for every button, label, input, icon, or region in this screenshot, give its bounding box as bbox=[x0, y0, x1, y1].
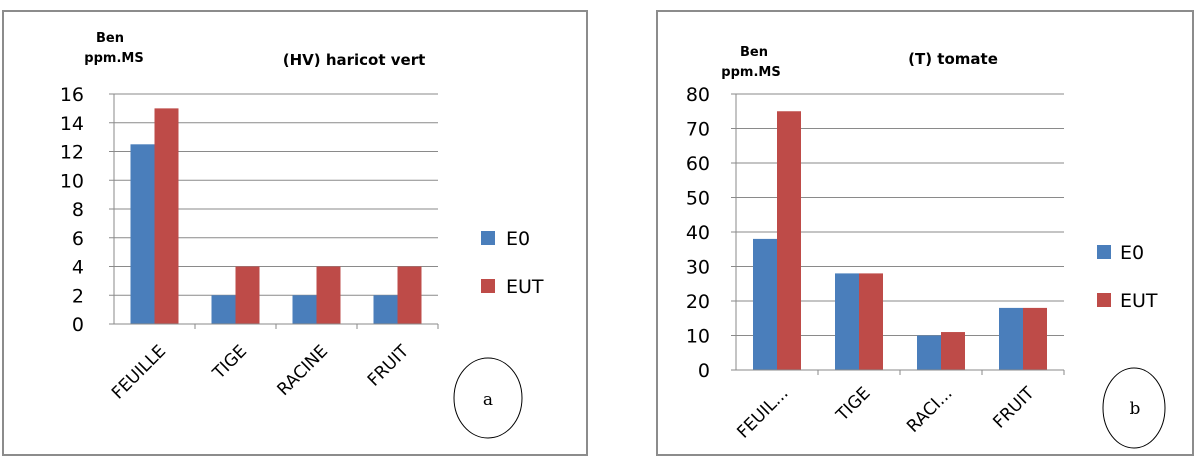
bar-e0-tige bbox=[835, 273, 859, 370]
bar-e0-feuille bbox=[130, 144, 155, 324]
bar-e0-tige bbox=[211, 295, 236, 324]
bar-e0-raci bbox=[917, 335, 941, 370]
chart-b-ylabel-line2: ppm.MS bbox=[721, 65, 780, 80]
y-tick-label: 0 bbox=[72, 314, 84, 336]
y-tick-label: 30 bbox=[686, 257, 710, 279]
bar-eut-feuil bbox=[777, 111, 801, 370]
legend-swatch-e0 bbox=[1097, 245, 1111, 259]
bar-eut-tige bbox=[859, 273, 883, 370]
x-category-label: FEUIL... bbox=[733, 383, 792, 442]
x-category-label: FRUIT bbox=[989, 383, 1039, 433]
chart-b-ylabel-line1: Ben bbox=[740, 45, 768, 60]
y-tick-label: 10 bbox=[686, 326, 710, 348]
legend-label-eut: EUT bbox=[1120, 290, 1158, 312]
y-tick-label: 40 bbox=[686, 222, 710, 244]
chart-panel-a: Ben ppm.MS (HV) haricot vert a 0 2 4 6 8 10 12… bbox=[2, 10, 588, 456]
y-tick-label: 20 bbox=[686, 291, 710, 313]
y-tick-label: 0 bbox=[698, 360, 710, 382]
y-tick-label: 50 bbox=[686, 188, 710, 210]
bar-e0-racine bbox=[292, 295, 317, 324]
y-tick-label: 4 bbox=[72, 257, 84, 279]
x-category-label: TIGE bbox=[208, 341, 251, 384]
y-tick-label: 16 bbox=[60, 84, 84, 106]
y-tick-label: 70 bbox=[686, 119, 710, 141]
bar-eut-tige bbox=[235, 266, 260, 324]
panel-label-a: a bbox=[483, 390, 493, 410]
chart-panel-b: Ben ppm.MS (T) tomate b 0 10 20 30 40 50 60 70 8… bbox=[656, 10, 1194, 456]
y-tick-label: 10 bbox=[60, 170, 84, 192]
y-tick-label: 2 bbox=[72, 285, 84, 307]
chart-b-title: (T) tomate bbox=[908, 50, 998, 68]
legend-label-e0: E0 bbox=[506, 228, 530, 250]
bar-e0-feuil bbox=[753, 238, 777, 370]
x-category-label: RACINE bbox=[273, 341, 332, 400]
y-tick-label: 8 bbox=[72, 199, 84, 221]
bar-eut-raci bbox=[941, 332, 965, 370]
chart-a-svg: Ben ppm.MS (HV) haricot vert a 0 2 4 6 8 10 12… bbox=[60, 31, 544, 439]
panel-label-circle bbox=[453, 357, 523, 439]
x-category-label: FRUIT bbox=[364, 341, 414, 391]
x-category-label: TIGE bbox=[832, 383, 875, 426]
y-tick-label: 12 bbox=[60, 142, 84, 164]
y-tick-label: 60 bbox=[686, 153, 710, 175]
legend-swatch-eut bbox=[1097, 293, 1111, 307]
bar-eut-feuille bbox=[154, 108, 179, 324]
chart-a-ylabel-line2: ppm.MS bbox=[84, 51, 143, 66]
y-tick-label: 6 bbox=[72, 228, 84, 250]
x-category-label: RACI... bbox=[903, 383, 956, 436]
bar-eut-fruit bbox=[397, 266, 422, 324]
legend-swatch-eut bbox=[481, 279, 495, 293]
bar-e0-fruit bbox=[373, 295, 398, 324]
chart-a-ylabel-line1: Ben bbox=[96, 31, 124, 46]
x-category-label: FEUILLE bbox=[108, 341, 170, 403]
panel-label-circle bbox=[1102, 367, 1166, 449]
y-tick-label: 80 bbox=[686, 84, 710, 106]
bar-eut-fruit bbox=[1023, 307, 1047, 370]
legend-swatch-e0 bbox=[481, 231, 495, 245]
bar-e0-fruit bbox=[999, 307, 1023, 370]
panel-label-b: b bbox=[1130, 399, 1141, 419]
legend-label-eut: EUT bbox=[506, 276, 544, 298]
y-tick-label: 14 bbox=[60, 113, 84, 135]
chart-b-svg: Ben ppm.MS (T) tomate b 0 10 20 30 40 50 60 70 8… bbox=[686, 45, 1166, 449]
chart-a-title: (HV) haricot vert bbox=[283, 51, 426, 69]
bar-eut-racine bbox=[316, 266, 341, 324]
legend-label-e0: E0 bbox=[1120, 242, 1144, 264]
